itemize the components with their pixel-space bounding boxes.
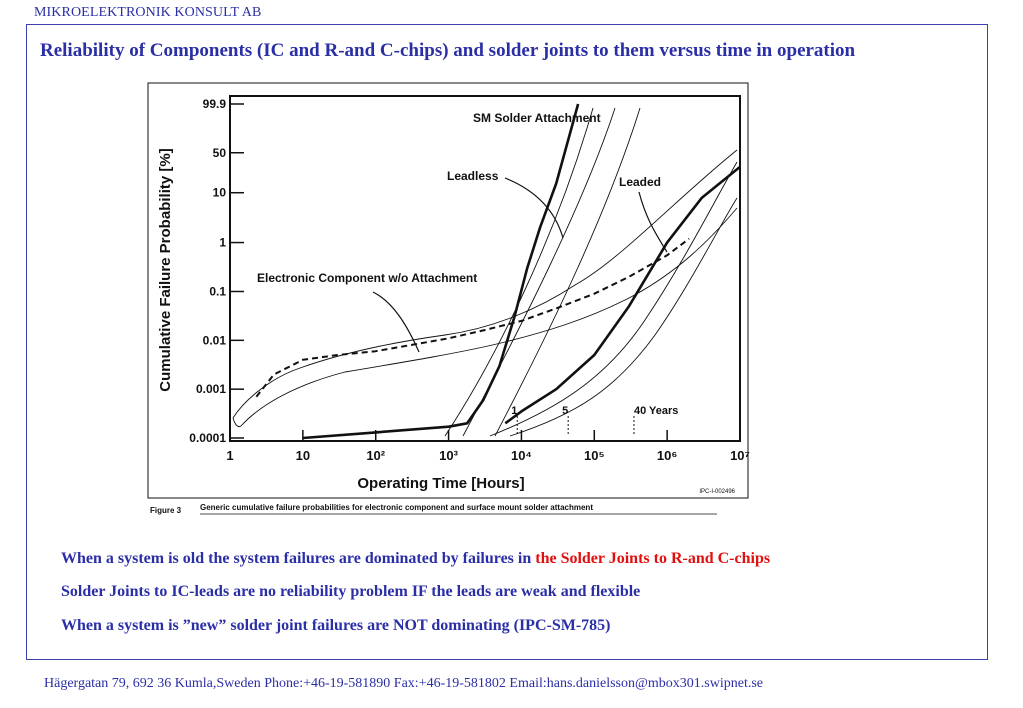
y-axis-title: Cumulative Failure Probability [%] xyxy=(157,148,174,391)
leaded-band xyxy=(489,161,738,437)
x-tick-label: 10⁷ xyxy=(730,448,750,463)
component-band xyxy=(232,149,738,428)
y-tick-label: 50 xyxy=(213,146,227,160)
slide-title: Reliability of Components (IC and R-and … xyxy=(40,40,856,61)
sm-solder-label: SM Solder Attachment xyxy=(473,111,601,125)
x-tick-label: 10⁶ xyxy=(657,448,677,463)
footer-contact: Hägergatan 79, 692 36 Kumla,Sweden Phone… xyxy=(44,676,763,691)
series-line-1 xyxy=(302,103,580,440)
year-marker-label: 5 xyxy=(562,405,568,417)
note-line-3: When a system is ”new” solder joint fail… xyxy=(61,617,611,634)
figure-caption: Generic cumulative failure probabilities… xyxy=(200,503,593,512)
note-line-1-highlight: the Solder Joints to R-and C-chips xyxy=(535,550,771,567)
failure-probability-chart: 99.9 50 10 1 0.1 0.01 0.001 0.0001 1 10 10² 10³ 10⁴… xyxy=(147,82,750,515)
figure-border xyxy=(147,82,749,499)
y-tick-label: 0.1 xyxy=(209,284,226,298)
leaded-arrow xyxy=(638,191,668,253)
year-marker-label: 1 xyxy=(511,405,517,417)
x-tick-label: 10⁴ xyxy=(511,448,532,463)
chart-figure: 99.9 50 10 1 0.1 0.01 0.001 0.0001 1 10 10² 10³ 10⁴… xyxy=(145,80,755,520)
x-tick-label: 1 xyxy=(226,448,233,463)
note-line-2: Solder Joints to IC-leads are no reliabi… xyxy=(61,583,641,600)
leadless-label: Leadless xyxy=(447,169,499,183)
figure-id: IPC-I-002496 xyxy=(699,489,735,495)
y-tick-label: 99.9 xyxy=(203,97,227,111)
y-tick-label: 0.001 xyxy=(196,382,226,396)
slide-frame xyxy=(26,24,988,660)
x-tick-label: 10³ xyxy=(439,448,458,463)
x-tick-label: 10⁵ xyxy=(584,448,605,463)
leaded-label: Leaded xyxy=(619,175,661,189)
note-line-1: When a system is old the system failures… xyxy=(61,550,770,568)
x-tick-label: 10 xyxy=(296,448,310,463)
figure-caption-label: Figure 3 xyxy=(150,506,182,515)
y-tick-label: 0.0001 xyxy=(189,431,226,445)
plot-area xyxy=(229,95,741,442)
component-arrow xyxy=(372,291,420,353)
x-axis-title: Operating Time [Hours] xyxy=(357,475,524,492)
note-line-1-text: When a system is old the system failures… xyxy=(61,550,532,567)
x-tick-label: 10² xyxy=(366,448,385,463)
y-tick-label: 10 xyxy=(213,186,227,200)
year-marker-label: 40 Years xyxy=(634,405,678,417)
component-label: Electronic Component w/o Attachment xyxy=(257,271,477,285)
leadless-arrow xyxy=(504,177,564,239)
y-tick-label: 0.01 xyxy=(203,333,227,347)
company-name: MIKROELEKTRONIK KONSULT AB xyxy=(34,5,262,20)
y-tick-label: 1 xyxy=(219,236,226,250)
series-line-2 xyxy=(504,165,741,425)
series-line-0 xyxy=(255,237,690,398)
